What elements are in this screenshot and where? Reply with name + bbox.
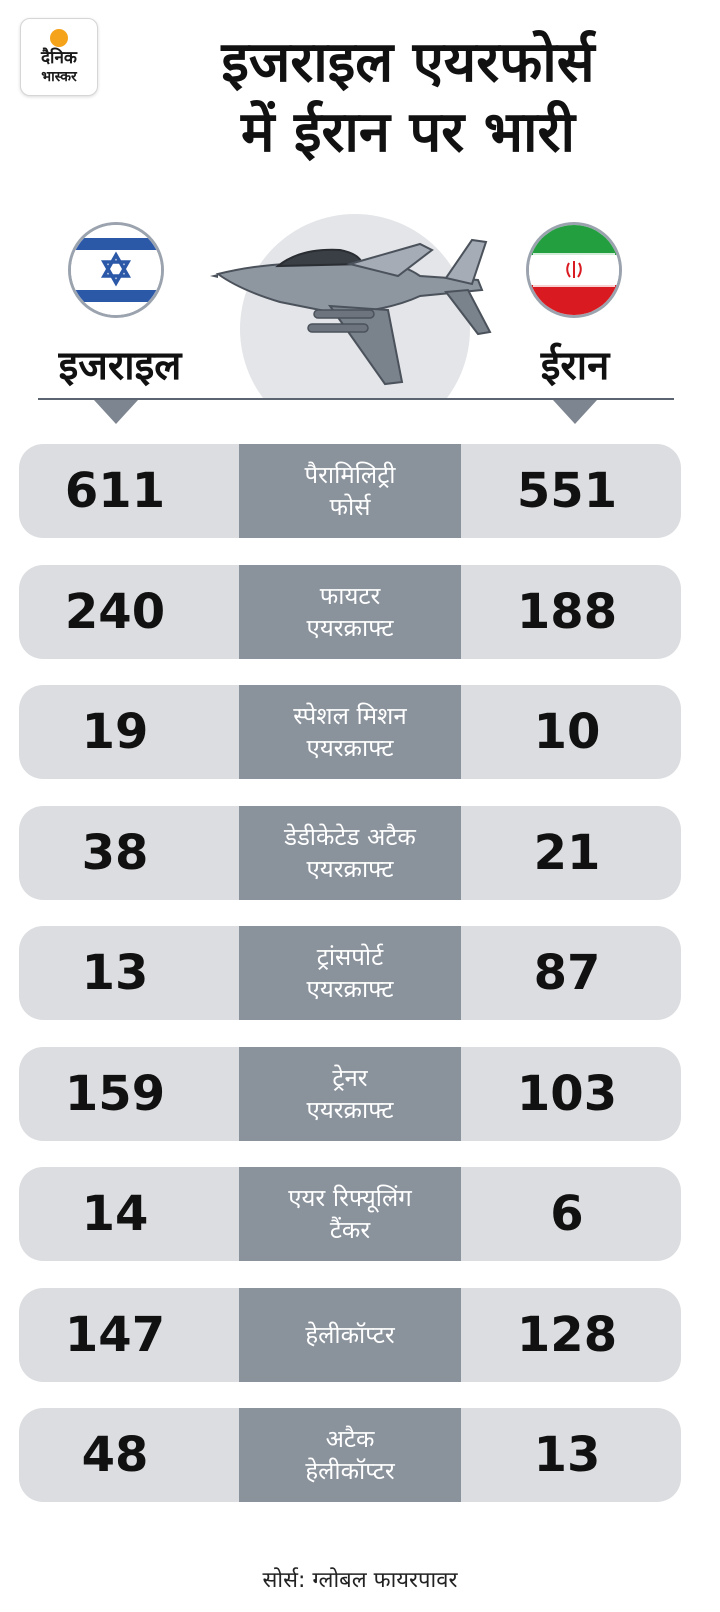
- category-label-line: फोर्स: [329, 493, 371, 521]
- iran-value: 188: [516, 584, 618, 640]
- iran-value: 6: [550, 1186, 584, 1242]
- israel-value: 19: [81, 704, 149, 760]
- table-row: 13 ट्रांसपोर्ट एयरक्राफ्ट 87: [19, 926, 681, 1020]
- category-label-line: ट्रेनर: [332, 1064, 368, 1092]
- category-label: एयर रिफ्यूलिंग टैंकर: [239, 1167, 461, 1261]
- category-label: अटैक हेलीकॉप्टर: [239, 1408, 461, 1502]
- logo-dot: [50, 29, 68, 47]
- category-label-line: टैंकर: [329, 1216, 371, 1244]
- dainik-bhaskar-logo: दैनिक भास्कर: [20, 18, 98, 96]
- category-label-line: डेडीकेटेड अटैक: [284, 823, 416, 851]
- table-row: 240 फायटर एयरक्राफ्ट 188: [19, 565, 681, 659]
- headline-line2: में ईरान पर भारी: [241, 100, 575, 165]
- category-label-line: पैरामिलिट्री: [304, 461, 396, 489]
- israel-value: 14: [81, 1186, 149, 1242]
- iran-value: 87: [533, 945, 601, 1001]
- fighter-jet-icon: [210, 214, 492, 400]
- down-arrow-icon: [94, 400, 138, 424]
- table-row: 611 पैरामिलिट्री फोर्स 551: [19, 444, 681, 538]
- header-divider: [38, 398, 674, 400]
- category-label-line: एयरक्राफ्ट: [306, 975, 394, 1003]
- category-label: ट्रांसपोर्ट एयरक्राफ्ट: [239, 926, 461, 1020]
- category-label: डेडीकेटेड अटैक एयरक्राफ्ट: [239, 806, 461, 900]
- israel-value: 159: [64, 1066, 166, 1122]
- israel-value: 38: [81, 825, 149, 881]
- category-label-line: स्पेशल मिशन: [293, 702, 407, 730]
- country-label-iran: ईरान: [540, 343, 610, 389]
- category-label-line: हेलीकॉप्टर: [305, 1457, 395, 1485]
- iran-value: 551: [516, 463, 618, 519]
- category-label: फायटर एयरक्राफ्ट: [239, 565, 461, 659]
- iran-flag-icon: [526, 222, 622, 318]
- headline: इजराइल एयरफोर्स में ईरान पर भारी: [108, 28, 708, 168]
- category-label-line: फायटर: [319, 582, 381, 610]
- logo-line1: दैनिक: [41, 48, 77, 68]
- category-label-line: एयर रिफ्यूलिंग: [288, 1184, 412, 1212]
- table-row: 147 हेलीकॉप्टर 128: [19, 1288, 681, 1382]
- category-label-line: ट्रांसपोर्ट: [316, 943, 384, 971]
- source-note: सोर्स: ग्लोबल फायरपावर: [262, 1568, 458, 1593]
- iran-value: 13: [533, 1427, 601, 1483]
- category-label-line: हेलीकॉप्टर: [305, 1321, 395, 1349]
- category-label-line: अटैक: [325, 1425, 375, 1453]
- iran-value: 21: [533, 825, 601, 881]
- category-label: ट्रेनर एयरक्राफ्ट: [239, 1047, 461, 1141]
- iran-value: 128: [516, 1307, 618, 1363]
- israel-value: 147: [64, 1307, 166, 1363]
- israel-flag-icon: [68, 222, 164, 318]
- category-label-line: एयरक्राफ्ट: [306, 734, 394, 762]
- israel-value: 611: [64, 463, 166, 519]
- table-row: 48 अटैक हेलीकॉप्टर 13: [19, 1408, 681, 1502]
- category-label-line: एयरक्राफ्ट: [306, 855, 394, 883]
- category-label: हेलीकॉप्टर: [239, 1288, 461, 1382]
- israel-value: 48: [81, 1427, 149, 1483]
- headline-line1: इजराइल एयरफोर्स: [221, 30, 595, 95]
- table-row: 14 एयर रिफ्यूलिंग टैंकर 6: [19, 1167, 681, 1261]
- iran-value: 103: [516, 1066, 618, 1122]
- category-label: पैरामिलिट्री फोर्स: [239, 444, 461, 538]
- israel-value: 13: [81, 945, 149, 1001]
- israel-value: 240: [64, 584, 166, 640]
- category-label-line: एयरक्राफ्ट: [306, 614, 394, 642]
- country-label-israel: इजराइल: [58, 343, 182, 389]
- logo-line2: भास्कर: [41, 69, 77, 85]
- table-row: 159 ट्रेनर एयरक्राफ्ट 103: [19, 1047, 681, 1141]
- table-row: 38 डेडीकेटेड अटैक एयरक्राफ्ट 21: [19, 806, 681, 900]
- category-label-line: एयरक्राफ्ट: [306, 1096, 394, 1124]
- category-label: स्पेशल मिशन एयरक्राफ्ट: [239, 685, 461, 779]
- iran-value: 10: [533, 704, 601, 760]
- table-row: 19 स्पेशल मिशन एयरक्राफ्ट 10: [19, 685, 681, 779]
- down-arrow-icon: [553, 400, 597, 424]
